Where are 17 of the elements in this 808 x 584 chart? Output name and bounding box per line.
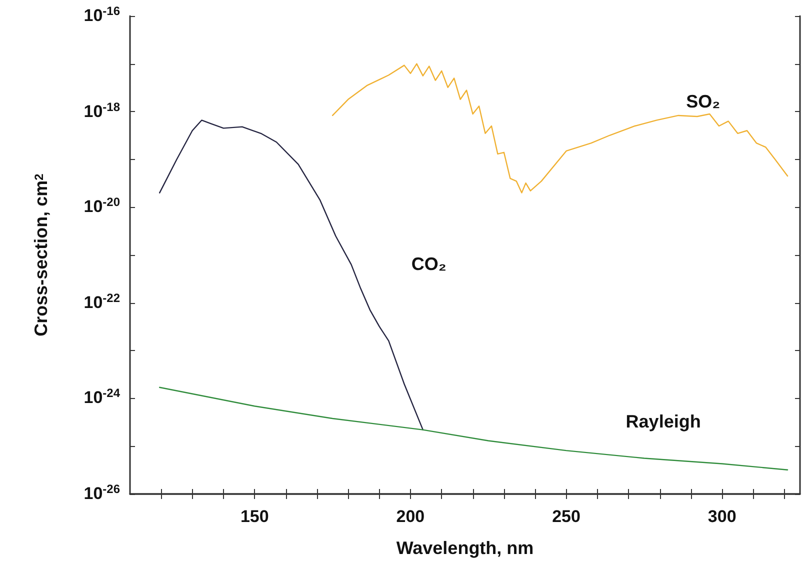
x-tick-label: 200	[396, 507, 425, 526]
y-tick-label: 10$^{-18}$	[84, 100, 120, 122]
series-label: SO₂	[686, 91, 720, 112]
x-tick-label: 300	[708, 507, 736, 526]
x-axis-title: Wavelength, nm	[396, 538, 534, 558]
x-tick-label: 150	[240, 507, 269, 526]
y-axis-title: Cross-section, cm2	[31, 173, 51, 336]
line-series	[332, 63, 788, 194]
y-tick-label: 10$^{-26}$	[84, 482, 120, 504]
series-label: Rayleigh	[626, 412, 701, 432]
y-tick-label: 10$^{-24}$	[84, 386, 120, 408]
y-tick-label: 10$^{-20}$	[84, 195, 120, 218]
line-series	[159, 386, 788, 470]
y-tick-label: 10$^{-22}$	[84, 290, 120, 313]
x-tick-label: 250	[552, 507, 580, 526]
text: CO₂	[411, 254, 446, 274]
y-tick-label: 10$^{-16}$	[84, 4, 120, 26]
